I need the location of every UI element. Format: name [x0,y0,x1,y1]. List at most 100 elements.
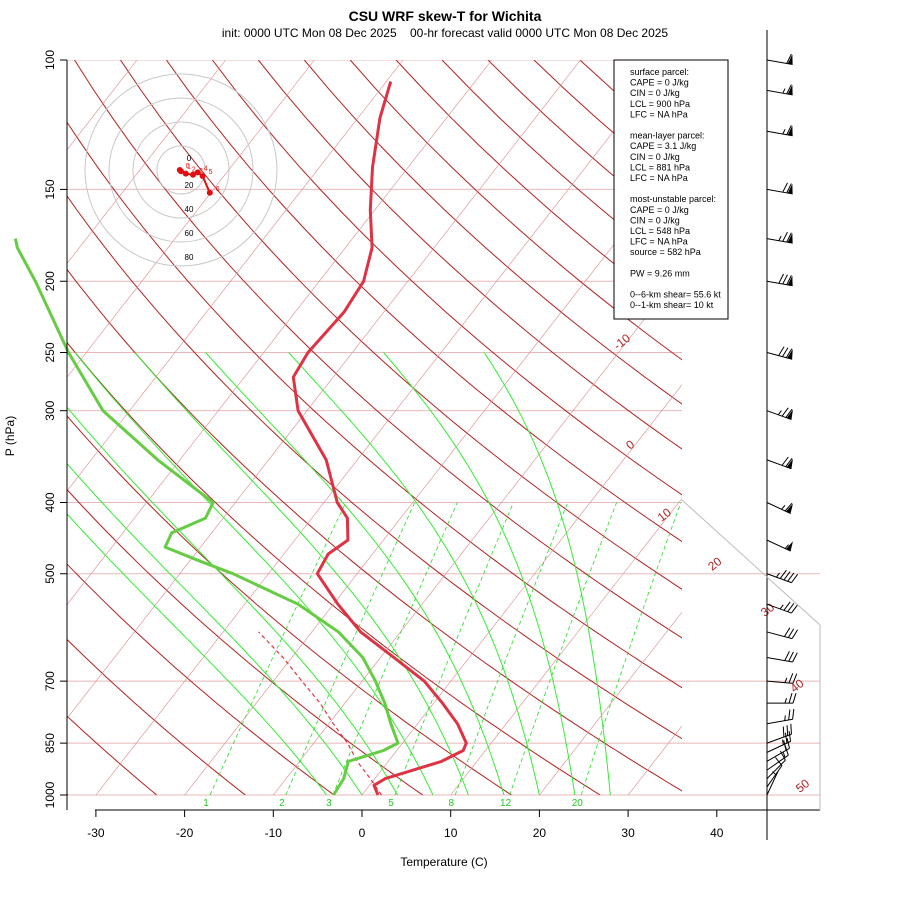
isotherm [67,60,315,378]
mixing-ratio-line [209,502,347,795]
hodograph-point-label: 5 [209,169,213,176]
x-tick-label: -10 [265,826,283,840]
barb-full [792,673,798,684]
barb-staff [766,238,793,244]
barb-staff [766,410,792,421]
mixing-ratio-line [332,502,458,795]
barb-half [779,604,784,610]
barb-pennant [787,84,793,95]
temperature-trace [291,81,468,796]
barb-staff [766,656,793,663]
barb-half [784,677,788,683]
barb-pennant [787,125,793,136]
y-tick-label: 500 [43,563,57,583]
moist-adiabat [67,406,398,795]
barb-full [782,182,788,193]
mixing-ratio-label: 5 [388,798,394,809]
legend-line: LCL = 900 hPa [630,99,690,109]
isotherm-label: 50 [793,776,812,795]
hodograph-point-label: 4 [204,165,208,172]
barb-full [784,502,793,512]
legend-line: LFC = NA hPa [630,173,688,183]
x-tick-label: 30 [621,826,635,840]
barb-staff [766,539,791,552]
dry-adiabat [67,563,335,795]
barb-staff [766,747,790,762]
grid-plot-area [67,60,682,795]
hodograph-point-label: 0 [186,163,190,170]
barb-full [786,183,792,194]
legend-line: LFC = NA hPa [630,237,688,247]
barb-half [782,752,786,758]
dry-adiabat [67,415,512,795]
barb-full [783,571,791,581]
barb-full [785,348,793,358]
barb-full [791,573,799,583]
barb-staff [766,733,792,744]
wind-barb [766,407,793,421]
hodograph-ring-label: 80 [185,253,194,262]
isotherm-label: -10 [611,331,634,353]
wind-barb [766,84,793,96]
grid-clipped [67,60,820,796]
dry-adiabat [67,268,682,792]
barb-full [785,458,793,468]
wind-barb [766,601,799,614]
hodograph: 0 20 40 60 80 01 2 3 45 6 [84,73,278,267]
legend-line: CAPE = 0 J/kg [630,78,689,88]
hodograph-point-label: 6 [216,186,220,193]
y-tick-label: 850 [43,733,57,753]
y-tick-label: 700 [43,671,57,691]
x-tick-label: 40 [710,826,724,840]
barb-full [790,723,792,735]
wind-barb [767,693,797,704]
dry-adiabat [257,60,682,450]
y-axis-label: P (hPa) [3,416,17,456]
mixing-ratio-label: 2 [279,798,285,809]
barb-half [777,410,782,416]
y-tick-label: 200 [43,271,57,291]
legend-line: CIN = 0 J/kg [630,152,680,162]
barb-pennant [787,232,793,244]
barb-staff [766,502,791,514]
mixing-ratio-label: 12 [500,798,512,809]
barb-full [786,84,792,95]
wind-barb [766,273,793,287]
x-axis-label: Temperature (C) [400,855,487,869]
barb-full [786,232,792,243]
barb-full [782,231,788,242]
barb-full [785,408,793,418]
barb-full [778,273,784,284]
wind-barb [766,673,798,684]
barb-full [791,629,799,639]
x-tick-label: 10 [444,826,458,840]
barb-full [779,569,787,579]
barb-staff [766,352,793,360]
hodograph-ring-label: 0 [187,154,192,163]
isotherm [67,60,581,719]
barb-pennant [787,183,793,194]
barb-full [787,628,795,638]
barb-full [783,601,791,611]
dewpoint-trace [13,238,400,796]
barb-full [786,53,792,64]
barb-full [781,456,789,466]
barb-staff [766,765,783,788]
wind-barb [766,502,793,514]
dry-adiabat [120,60,682,590]
hodograph-ring [84,73,278,267]
dry-adiabat [67,195,682,740]
barb-full [784,651,790,661]
barb-full [782,726,785,737]
barb-full [786,275,792,285]
y-tick-label: 1000 [43,781,57,808]
dry-adiabat [74,60,682,639]
wind-barb [766,730,792,753]
barb-full [788,693,793,704]
barb-staff [766,631,793,640]
hodograph-point-label: 2 [192,167,196,174]
barb-staff [766,754,789,771]
wind-barb [766,708,795,725]
legend-line: surface parcel: [630,67,689,77]
